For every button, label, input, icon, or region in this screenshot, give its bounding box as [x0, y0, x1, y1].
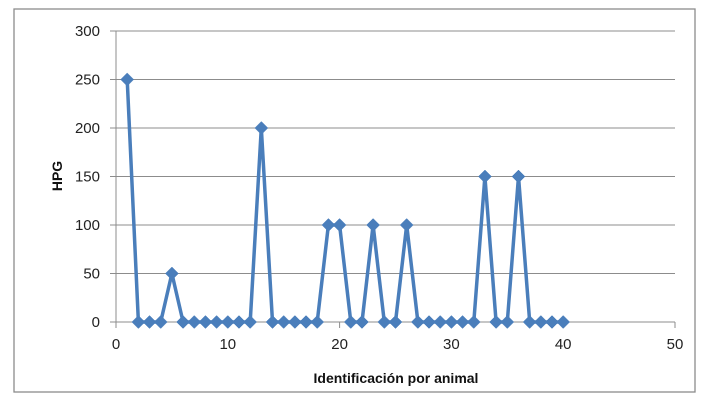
x-tick-label: 20 [331, 336, 348, 353]
data-point [377, 315, 392, 329]
data-point [466, 315, 481, 329]
data-point [176, 315, 190, 329]
data-point [299, 315, 313, 329]
y-tick-label: 250 [75, 72, 100, 89]
series-hpg [120, 72, 571, 329]
data-point [142, 315, 157, 329]
data-point [198, 315, 213, 329]
data-point [310, 315, 325, 329]
y-tick-label: 150 [75, 169, 100, 186]
data-point [131, 315, 146, 329]
data-point [321, 218, 336, 232]
data-point [254, 121, 269, 135]
x-tick-label: 40 [555, 336, 572, 353]
data-point [422, 315, 436, 329]
data-point [433, 315, 448, 329]
chart-frame [13, 8, 696, 393]
y-tick-label: 100 [75, 217, 100, 234]
data-point [209, 315, 224, 329]
data-point [522, 315, 537, 329]
data-point [489, 315, 503, 329]
data-point [500, 315, 515, 329]
data-point [444, 315, 459, 329]
data-point [276, 315, 291, 329]
data-point [388, 315, 403, 329]
y-tick-label: 200 [75, 120, 100, 137]
data-point [220, 315, 235, 329]
data-point [265, 315, 280, 329]
y-axis-ticks: 0 50 100 150 200 250 300 [75, 23, 116, 331]
data-point [288, 315, 302, 329]
gridlines [116, 30, 675, 274]
x-axis-ticks: 0 10 20 30 40 50 [112, 322, 684, 353]
data-point [511, 169, 526, 184]
y-tick-label: 0 [92, 314, 100, 331]
data-point [366, 218, 380, 232]
x-tick-label: 0 [112, 336, 120, 353]
data-point [153, 315, 168, 329]
x-axis-title: Identificación por animal [314, 370, 479, 386]
data-point [120, 72, 135, 87]
data-point [533, 315, 548, 329]
data-point [556, 315, 571, 329]
x-tick-label: 10 [219, 336, 236, 353]
data-point [478, 169, 492, 184]
data-point [243, 315, 258, 329]
data-point [332, 218, 347, 232]
data-point [187, 315, 202, 329]
data-point [355, 315, 369, 329]
y-axis-title: HPG [49, 161, 65, 191]
data-point [455, 315, 470, 329]
data-point [545, 315, 559, 329]
y-tick-label: 50 [83, 266, 100, 283]
data-point [399, 218, 414, 232]
data-point [232, 315, 246, 329]
data-point [411, 315, 425, 329]
y-tick-label: 300 [75, 23, 100, 40]
data-point [165, 266, 179, 281]
x-tick-label: 30 [443, 336, 460, 353]
data-point [343, 315, 358, 329]
x-tick-label: 50 [667, 336, 684, 353]
